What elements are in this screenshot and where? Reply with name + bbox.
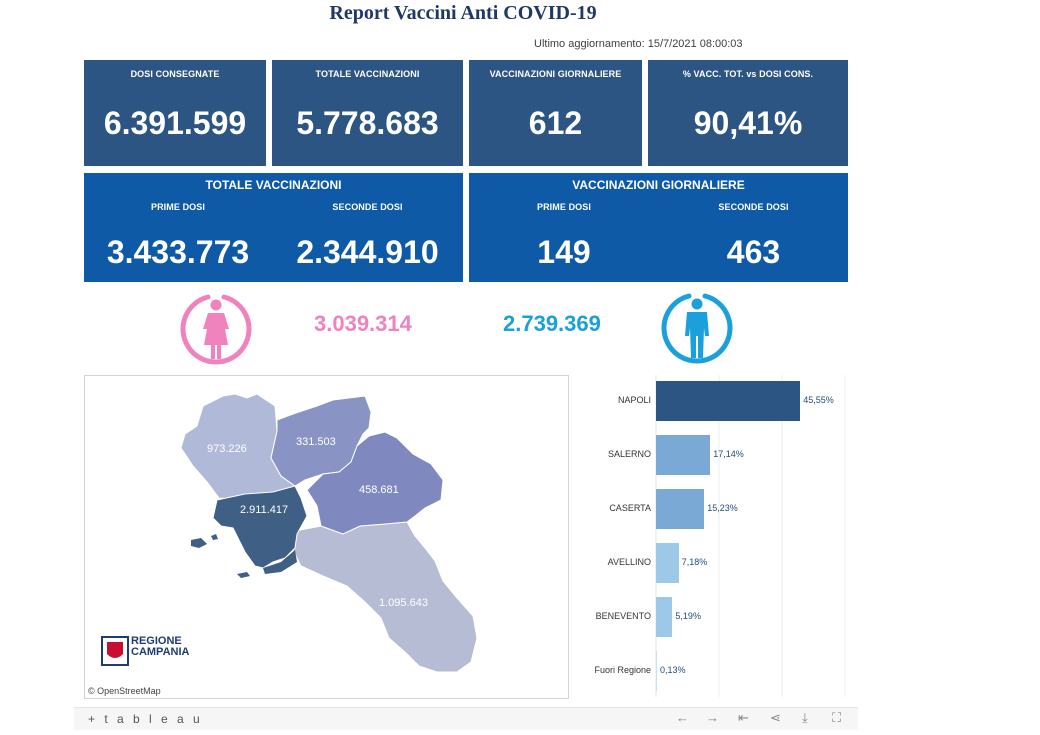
kpi-value: 612 xyxy=(528,105,583,141)
label-avellino: 458.681 xyxy=(359,484,399,496)
label-benevento: 331.503 xyxy=(296,436,336,448)
bar-napoli[interactable] xyxy=(656,381,801,421)
seconde-dosi-value: 2.344.910 xyxy=(296,234,439,270)
bar-category-label: SALERNO xyxy=(607,449,651,459)
kpi-value: 90,41% xyxy=(693,105,803,141)
panel-title: VACCINAZIONI GIORNALIERE xyxy=(572,178,745,192)
undo-icon[interactable]: ← xyxy=(676,710,689,725)
prime-dosi-col: PRIME DOSI 3.433.773 xyxy=(84,173,272,282)
report-title: Report Vaccini Anti COVID-19 xyxy=(329,2,597,24)
bar-category-label: BENEVENTO xyxy=(595,611,651,621)
kpi-value: 5.778.683 xyxy=(296,105,439,141)
seconde-dosi-col: SECONDE DOSI 463 xyxy=(659,173,848,282)
bar-caserta[interactable] xyxy=(656,489,705,529)
prime-dosi-value: 3.433.773 xyxy=(106,234,250,270)
share-icon[interactable]: ⋖ xyxy=(770,710,781,725)
bar-category-label: AVELLINO xyxy=(607,557,651,567)
label-napoli: 2.911.417 xyxy=(240,504,288,516)
redo-icon[interactable]: → xyxy=(706,710,719,725)
label-salerno: 1.095.643 xyxy=(379,597,428,609)
bar-fuori-regione[interactable] xyxy=(656,651,657,691)
province-napoli xyxy=(212,485,308,569)
kpi-label: VACCINAZIONI GIORNALIERE xyxy=(489,69,622,79)
kpi-value: 6.391.599 xyxy=(103,105,247,141)
bar-value-label: 45,55% xyxy=(803,395,834,405)
logo-line1: REGIONE xyxy=(131,635,182,647)
map-attribution[interactable]: © OpenStreetMap xyxy=(88,686,161,696)
kpi-totale-vaccinazioni: TOTALE VACCINAZIONI 5.778.683 xyxy=(272,60,463,166)
bar-value-label: 0,13% xyxy=(660,665,686,675)
campania-map[interactable]: 973.226 331.503 458.681 2.911.417 1.095.… xyxy=(84,375,569,699)
bar-avellino[interactable] xyxy=(656,543,679,583)
kpi-label: % VACC. TOT. vs DOSI CONS. xyxy=(682,69,814,79)
map-svg: 973.226 331.503 458.681 2.911.417 1.095.… xyxy=(180,393,478,673)
kpi-vaccinazioni-giornaliere: VACCINAZIONI GIORNALIERE 612 xyxy=(469,60,642,166)
male-icon xyxy=(661,293,733,364)
logo-text: REGIONE CAMPANIA xyxy=(131,636,189,658)
prime-dosi-label: PRIME DOSI xyxy=(536,202,591,212)
bar-category-label: NAPOLI xyxy=(617,395,651,405)
revert-icon[interactable]: ⇤ xyxy=(738,710,749,725)
province-bar-chart: NAPOLI 45,55% SALERNO 17,14% CASERTA 15,23% AV… xyxy=(577,375,847,697)
bar-category-label: CASERTA xyxy=(609,503,651,513)
bar-value-label: 15,23% xyxy=(707,503,738,513)
island-procida xyxy=(211,534,218,540)
seconde-dosi-col: SECONDE DOSI 2.344.910 xyxy=(272,173,463,282)
totale-vaccinazioni-panel: TOTALE VACCINAZIONI PRIME DOSI 3.433.773… xyxy=(84,173,463,282)
bar-salerno[interactable] xyxy=(656,435,711,475)
prime-dosi-col: PRIME DOSI 149 xyxy=(469,173,659,282)
panel-title: TOTALE VACCINAZIONI xyxy=(205,178,342,192)
vaccinazioni-giornaliere-panel: VACCINAZIONI GIORNALIERE PRIME DOSI 149 … xyxy=(469,173,848,282)
seconde-dosi-value: 463 xyxy=(726,234,781,270)
tableau-toolbar: + t a b l e a u ← → ⇤ ⋖ ⤓ ⛶ xyxy=(74,707,858,730)
download-icon[interactable]: ⤓ xyxy=(802,710,808,725)
bar-value-label: 17,14% xyxy=(713,449,744,459)
tableau-logo[interactable]: + t a b l e a u xyxy=(88,712,203,726)
seconde-dosi-label: SECONDE DOSI xyxy=(718,202,789,212)
seconde-dosi-label: SECONDE DOSI xyxy=(332,202,403,212)
kpi-dosi-consegnate: DOSI CONSEGNATE 6.391.599 xyxy=(84,60,266,166)
kpi-percent-vacc: % VACC. TOT. vs DOSI CONS. 90,41% xyxy=(648,60,848,166)
bar-value-label: 7,18% xyxy=(681,557,708,567)
island-ischia xyxy=(191,538,207,548)
female-count: 3.039.314 xyxy=(314,311,412,336)
label-caserta: 973.226 xyxy=(207,443,247,455)
logo-emblem-icon xyxy=(101,636,129,666)
kpi-label: DOSI CONSEGNATE xyxy=(130,69,220,79)
logo-line2: CAMPANIA xyxy=(131,646,190,658)
regione-campania-logo: REGIONE CAMPANIA xyxy=(101,636,196,670)
gridlines xyxy=(655,375,846,697)
last-updated: Ultimo aggiornamento: 15/7/2021 08:00:03 xyxy=(534,38,743,50)
bar-value-label: 5,19% xyxy=(675,611,701,621)
bar-category-label: Fuori Regione xyxy=(594,665,651,675)
island-capri xyxy=(237,572,250,578)
prime-dosi-label: PRIME DOSI xyxy=(150,202,205,212)
kpi-label: TOTALE VACCINAZIONI xyxy=(315,69,420,79)
fullscreen-icon[interactable]: ⛶ xyxy=(832,710,842,725)
female-icon xyxy=(180,294,252,365)
male-count: 2.739.369 xyxy=(503,311,601,336)
bar-benevento[interactable] xyxy=(656,597,673,637)
province-avellino xyxy=(306,431,444,535)
province-napoli-peninsula xyxy=(263,550,297,574)
prime-dosi-value: 149 xyxy=(537,234,591,270)
